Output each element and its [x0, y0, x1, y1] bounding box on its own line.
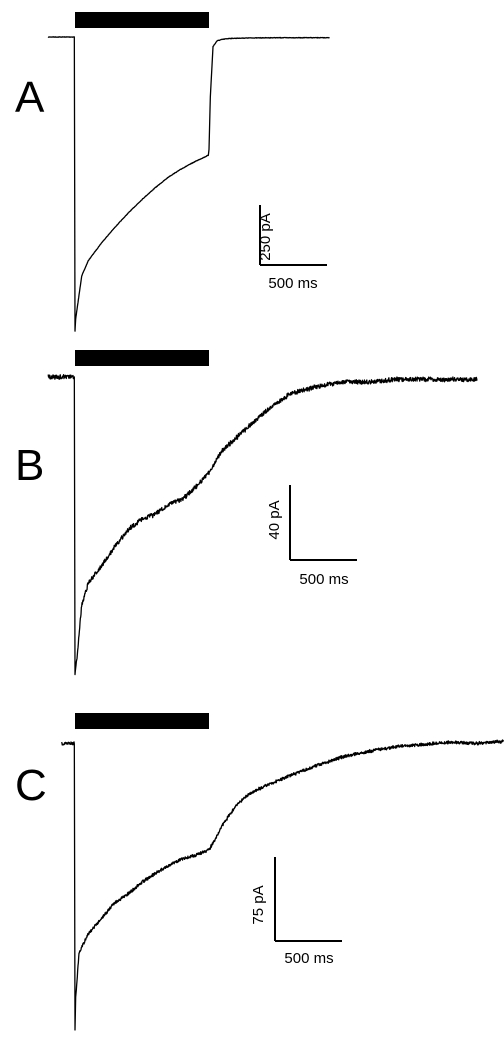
- stimulus-bar: [75, 713, 209, 729]
- stimulus-bar: [75, 12, 209, 28]
- current-trace: [62, 740, 504, 1030]
- panel-letter: A: [15, 73, 45, 122]
- panel-c: C 75 pA 500 ms: [15, 713, 504, 1030]
- panel-b: B 40 pA 500 ms: [15, 350, 477, 675]
- scale-label-time: 500 ms: [299, 571, 348, 588]
- scale-label-time: 500 ms: [268, 275, 317, 292]
- scale-label-current: 250 pA: [257, 213, 274, 261]
- stimulus-bar: [75, 350, 209, 366]
- current-trace: [48, 374, 477, 674]
- scale-label-current: 40 pA: [266, 500, 283, 539]
- panel-letter: B: [15, 441, 44, 490]
- panel-a: A 250 pA 500 ms: [15, 12, 330, 331]
- panel-letter: C: [15, 761, 47, 810]
- scale-label-current: 75 pA: [250, 885, 267, 924]
- scale-label-time: 500 ms: [284, 950, 333, 967]
